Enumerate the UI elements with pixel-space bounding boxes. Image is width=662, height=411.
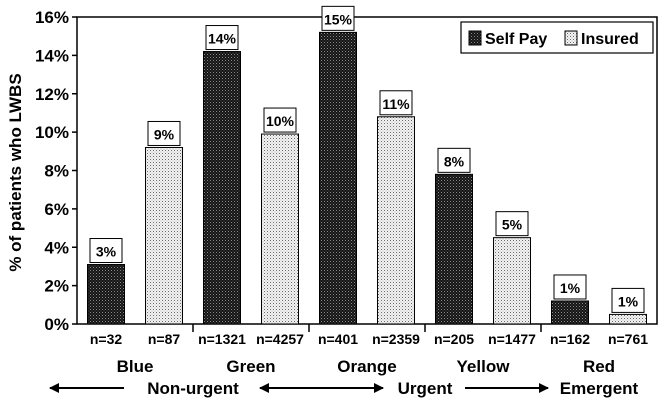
data-label: 3% — [96, 244, 117, 260]
data-label: 10% — [266, 113, 295, 129]
legend-box — [460, 21, 654, 54]
bar-insured-green — [261, 133, 299, 325]
y-tick-label: 12% — [35, 85, 69, 104]
data-label-box — [495, 211, 529, 237]
bar-insured-blue — [145, 146, 183, 325]
sample-size-label: n=1477 — [488, 331, 536, 347]
data-label: 5% — [502, 217, 523, 233]
x-category-label: Yellow — [457, 357, 511, 376]
data-label-box — [263, 107, 297, 133]
legend-swatch-insured — [564, 30, 578, 46]
data-label-box — [379, 90, 413, 116]
data-label-box — [437, 147, 471, 173]
sample-size-label: n=4257 — [256, 331, 304, 347]
sample-size-label: n=401 — [318, 331, 358, 347]
data-label-box — [89, 238, 123, 264]
y-axis-title: % of patients who LWBS — [6, 73, 25, 271]
x-category-label: Blue — [117, 357, 154, 376]
data-label: 11% — [382, 96, 410, 112]
legend-swatch-self-pay — [468, 30, 482, 46]
bar-self-pay-red — [551, 300, 589, 325]
y-tick-label: 10% — [35, 123, 69, 142]
y-tick-label: 14% — [35, 46, 69, 65]
sample-size-label: n=1321 — [198, 331, 246, 347]
bar-insured-yellow — [493, 237, 531, 325]
y-tick-label: 0% — [44, 315, 69, 334]
y-tick-label: 8% — [44, 162, 69, 181]
data-label: 1% — [560, 280, 581, 296]
sample-size-label: n=32 — [90, 331, 123, 347]
data-label-box — [205, 25, 239, 51]
data-label: 15% — [324, 11, 353, 27]
data-label: 1% — [618, 293, 639, 309]
data-label-box — [147, 120, 181, 146]
data-label-box — [321, 5, 355, 31]
bar-self-pay-blue — [87, 264, 125, 325]
bar-self-pay-yellow — [435, 173, 473, 325]
bar-insured-red — [609, 313, 647, 325]
y-tick-label: 6% — [44, 200, 69, 219]
acuity-group-label: Urgent — [398, 379, 453, 398]
data-label: 14% — [208, 31, 237, 47]
x-category-label: Green — [226, 357, 275, 376]
data-label: 8% — [444, 153, 465, 169]
sample-size-label: n=87 — [148, 331, 181, 347]
legend-label: Insured — [581, 31, 639, 48]
y-tick-label: 16% — [35, 8, 69, 27]
x-category-label: Red — [583, 357, 615, 376]
bar-insured-orange — [377, 116, 415, 325]
bar-self-pay-green — [203, 51, 241, 325]
sample-size-label: n=205 — [434, 331, 474, 347]
bar-self-pay-orange — [319, 31, 357, 325]
x-category-label: Orange — [337, 357, 397, 376]
data-label-box — [611, 287, 645, 313]
y-tick-label: 2% — [44, 277, 69, 296]
data-label: 9% — [154, 126, 175, 142]
acuity-group-label: Emergent — [560, 379, 639, 398]
data-label-box — [553, 274, 587, 300]
sample-size-label: n=2359 — [372, 331, 420, 347]
y-tick-label: 4% — [44, 238, 69, 257]
sample-size-label: n=162 — [550, 331, 590, 347]
acuity-group-label: Non-urgent — [147, 379, 239, 398]
sample-size-label: n=761 — [608, 331, 648, 347]
legend-label: Self Pay — [485, 31, 547, 48]
